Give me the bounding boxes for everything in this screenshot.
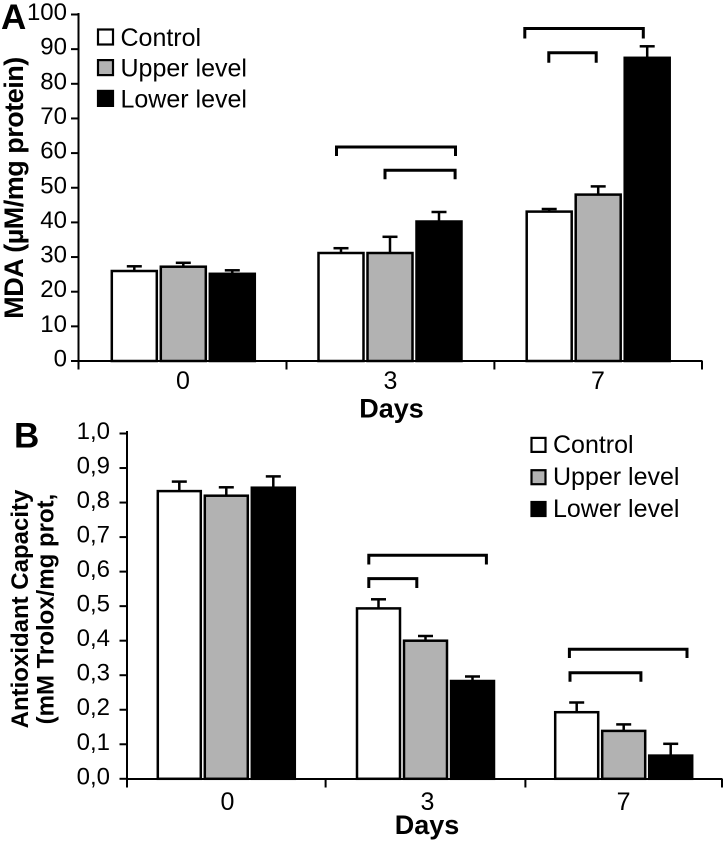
svg-text:7: 7 <box>617 788 631 816</box>
svg-text:Days: Days <box>359 394 424 424</box>
svg-text:0: 0 <box>176 367 190 395</box>
svg-text:0,9: 0,9 <box>77 453 110 480</box>
svg-text:A: A <box>1 0 26 37</box>
svg-text:0,5: 0,5 <box>77 591 110 618</box>
svg-text:Lower level: Lower level <box>553 495 679 523</box>
svg-text:0,8: 0,8 <box>77 487 110 514</box>
svg-text:(mM Trolox/mg prot,: (mM Trolox/mg prot, <box>33 494 60 725</box>
svg-text:50: 50 <box>40 172 67 199</box>
svg-text:60: 60 <box>40 138 67 165</box>
svg-text:30: 30 <box>40 242 67 269</box>
svg-text:7: 7 <box>591 367 605 395</box>
svg-text:B: B <box>14 417 39 456</box>
svg-text:20: 20 <box>40 276 67 303</box>
svg-text:100: 100 <box>27 0 67 26</box>
svg-text:70: 70 <box>40 103 67 130</box>
svg-text:3: 3 <box>384 367 398 395</box>
svg-text:0,1: 0,1 <box>77 729 110 756</box>
svg-text:40: 40 <box>40 207 67 234</box>
svg-text:Control: Control <box>553 431 634 459</box>
svg-text:0,0: 0,0 <box>77 763 110 790</box>
svg-text:0: 0 <box>221 788 235 816</box>
svg-text:0,4: 0,4 <box>77 625 110 652</box>
svg-text:MDA (µM/mg protein): MDA (µM/mg protein) <box>0 57 29 319</box>
svg-text:Upper level: Upper level <box>121 55 247 83</box>
svg-text:Days: Days <box>395 810 460 840</box>
svg-text:0: 0 <box>54 346 67 373</box>
svg-text:0,3: 0,3 <box>77 660 110 687</box>
svg-text:1,0: 1,0 <box>77 418 110 445</box>
svg-text:Antioxidant Capacity: Antioxidant Capacity <box>7 489 34 728</box>
svg-text:0,2: 0,2 <box>77 694 110 721</box>
svg-text:0,6: 0,6 <box>77 556 110 583</box>
svg-text:10: 10 <box>40 311 67 338</box>
svg-text:Control: Control <box>121 24 202 52</box>
svg-text:90: 90 <box>40 34 67 61</box>
svg-text:0,7: 0,7 <box>77 522 110 549</box>
svg-text:Upper level: Upper level <box>553 463 679 491</box>
svg-text:3: 3 <box>420 788 434 816</box>
svg-text:Lower level: Lower level <box>121 85 247 113</box>
svg-text:80: 80 <box>40 68 67 95</box>
